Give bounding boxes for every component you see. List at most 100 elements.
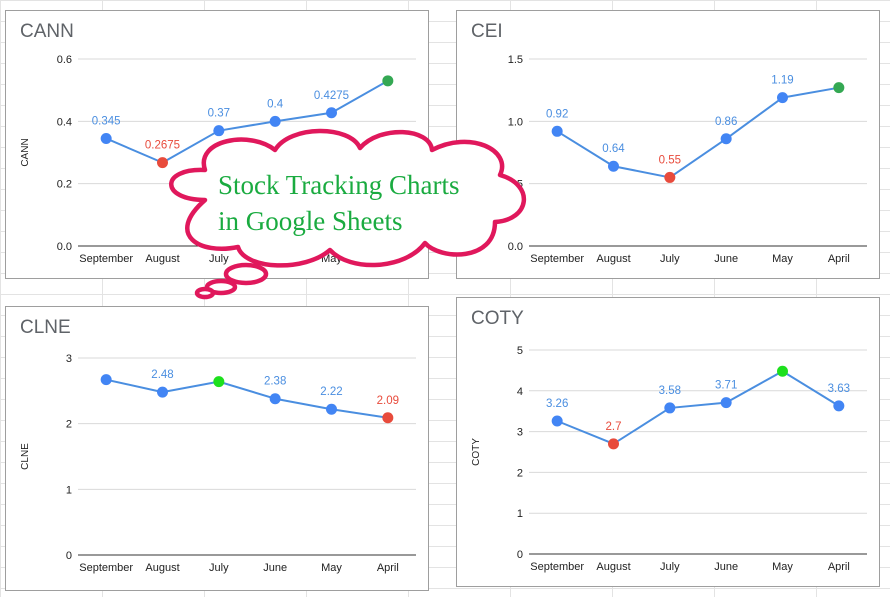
y-tick-label: 0.2: [57, 179, 72, 191]
data-label: 2.7: [606, 421, 622, 433]
y-tick-label: 4: [517, 386, 523, 398]
y-tick-label: 0.4: [57, 116, 72, 128]
data-label: 0.64: [602, 143, 625, 155]
x-tick-label: August: [596, 561, 630, 573]
x-tick-label: August: [145, 562, 179, 574]
data-point: [269, 393, 281, 405]
data-point: [720, 133, 732, 145]
line-chart-clne: 0 1 2 3 CLNE September August July June May April 2…: [20, 353, 416, 574]
x-tick-label: May: [321, 562, 342, 574]
data-point: [833, 82, 845, 94]
y-axis-label: CLNE: [20, 443, 31, 470]
data-label: 2.48: [151, 369, 173, 381]
data-point: [664, 171, 676, 183]
x-tick-label: August: [596, 253, 630, 265]
y-tick-label: 0.6: [57, 54, 72, 66]
data-point: [157, 386, 168, 398]
data-point: [100, 132, 112, 144]
y-tick-label: 1: [517, 508, 523, 520]
data-point: [100, 374, 112, 386]
y-tick-label: 3: [517, 427, 523, 439]
x-tick-label: September: [530, 253, 584, 265]
y-tick-label: 0: [66, 550, 72, 562]
data-point: [720, 397, 732, 409]
chart-title: CANN: [20, 21, 74, 42]
x-tick-label: April: [377, 562, 399, 574]
series-line: [556, 370, 840, 445]
data-point: [608, 160, 619, 172]
y-axis-label: COTY: [471, 438, 482, 466]
data-label: 0.37: [208, 108, 230, 120]
chart-panel-clne[interactable]: CLNE 0 1 2 3 CLNE September August July June May A…: [5, 306, 429, 591]
data-point: [382, 75, 394, 87]
series-line: [105, 378, 388, 419]
data-point: [551, 125, 563, 137]
data-label: 3.58: [659, 385, 681, 397]
callout-line-2: in Google Sheets: [218, 206, 403, 236]
data-label: 0.4: [267, 98, 284, 110]
callout-line-1: Stock Tracking Charts: [218, 170, 460, 200]
data-point: [664, 402, 676, 414]
chart-title: CLNE: [20, 317, 71, 338]
x-tick-label: September: [530, 561, 584, 573]
y-axis-label: CANN: [20, 138, 31, 166]
data-label: 3.63: [828, 383, 850, 395]
y-tick-label: 0.0: [508, 241, 523, 253]
data-label: 2.38: [264, 376, 286, 388]
chart-title: COTY: [471, 308, 524, 329]
data-point: [777, 92, 788, 104]
y-tick-label: 2: [66, 419, 72, 431]
x-tick-label: April: [828, 561, 850, 573]
data-label: 2.09: [377, 395, 399, 407]
data-label: 0.345: [92, 115, 121, 127]
data-point: [382, 412, 394, 424]
x-tick-label: April: [828, 253, 850, 265]
series-line: [105, 79, 389, 164]
y-tick-label: 0: [517, 549, 523, 561]
data-point: [326, 403, 337, 415]
x-tick-label: June: [263, 562, 287, 574]
chart-panel-cei[interactable]: CEI 0.00.51.01.5CEISeptemberAugustJulyJu…: [456, 10, 880, 279]
line-chart-coty: 0 1 2 3 4 5 COTY September August July June May Apri…: [471, 345, 867, 573]
x-tick-label: July: [209, 562, 229, 574]
data-label: 0.92: [546, 108, 568, 120]
x-tick-label: June: [714, 561, 738, 573]
data-point: [213, 125, 225, 137]
x-tick-label: July: [660, 561, 680, 573]
data-label: 0.86: [715, 116, 737, 128]
data-point: [833, 400, 845, 412]
cloud-shape: [169, 128, 527, 300]
data-point: [157, 157, 168, 169]
data-label: 1.19: [771, 75, 793, 87]
data-point: [777, 365, 788, 377]
data-point: [551, 415, 563, 427]
y-tick-label: 3: [66, 353, 72, 365]
x-tick-label: July: [209, 253, 229, 265]
x-tick-label: June: [714, 253, 738, 265]
data-label: 0.4275: [314, 90, 349, 102]
x-tick-label: September: [79, 562, 133, 574]
data-label: 0.2675: [145, 140, 180, 152]
data-point: [269, 115, 281, 127]
data-point: [608, 438, 619, 450]
x-tick-label: May: [772, 561, 793, 573]
y-tick-label: 1.0: [508, 116, 523, 128]
chart-panel-coty[interactable]: COTY 0 1 2 3 4 5 COTY September August July June Ma…: [456, 297, 880, 587]
y-tick-label: 5: [517, 345, 523, 357]
data-label: 3.26: [546, 398, 568, 410]
y-tick-label: 1.5: [508, 54, 523, 66]
data-point: [213, 376, 225, 388]
y-tick-label: 2: [517, 467, 523, 479]
y-tick-label: 1: [66, 484, 72, 496]
data-label: 3.71: [715, 380, 737, 392]
data-label: 2.22: [320, 386, 342, 398]
data-point: [326, 107, 337, 119]
x-tick-label: September: [79, 253, 133, 265]
x-tick-label: July: [660, 253, 680, 265]
series-line: [556, 86, 840, 179]
x-tick-label: May: [772, 253, 793, 265]
data-label: 0.55: [659, 154, 681, 166]
x-tick-label: August: [145, 253, 179, 265]
y-tick-label: 0.0: [57, 241, 72, 253]
